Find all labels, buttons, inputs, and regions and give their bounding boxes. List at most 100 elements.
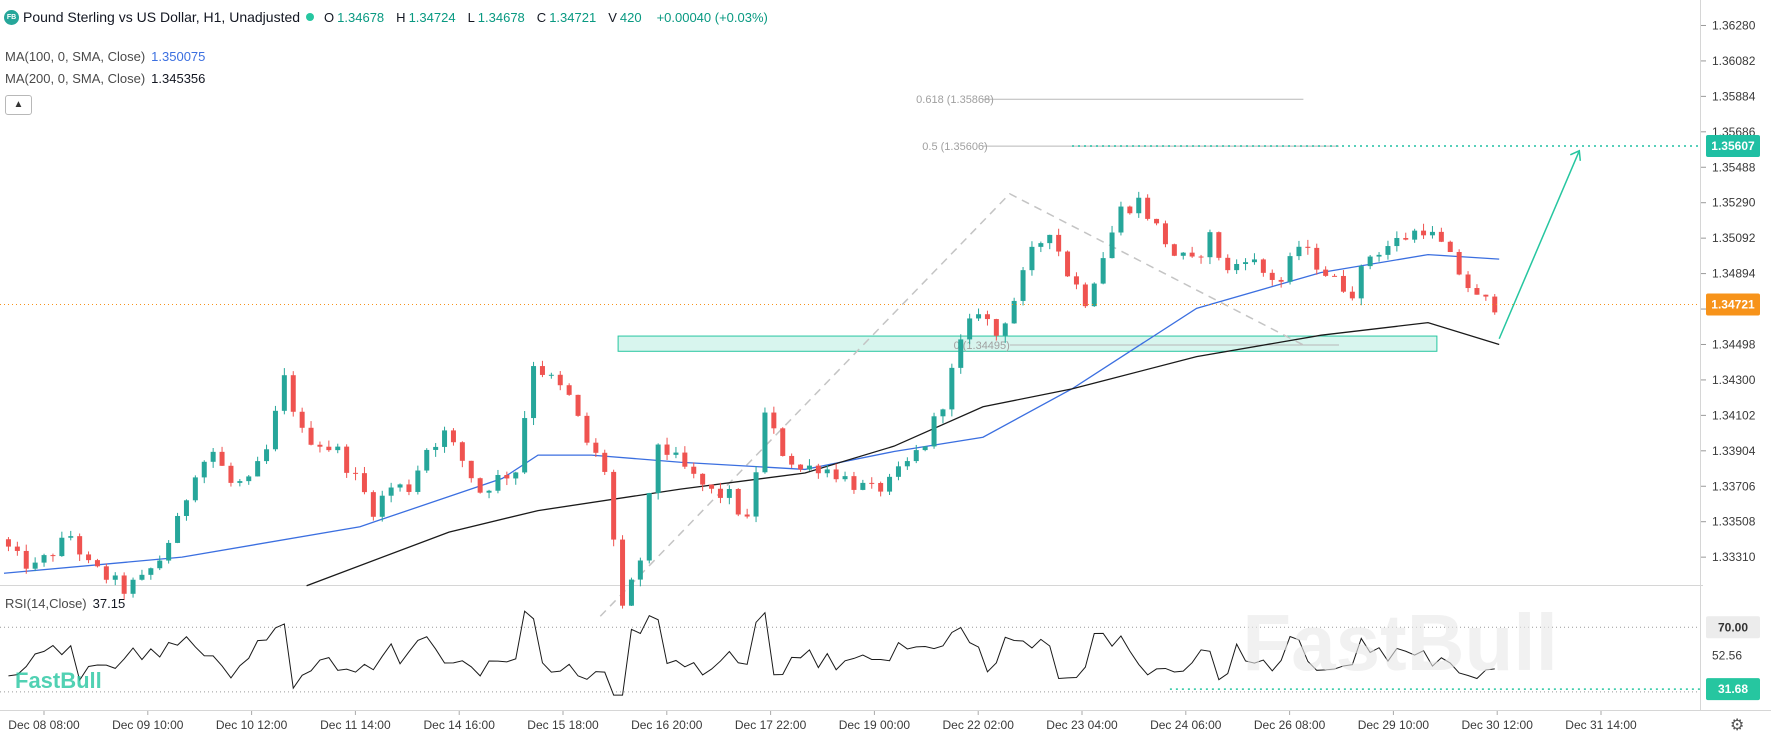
- rsi-legend[interactable]: RSI(14,Close) 37.15: [5, 596, 125, 611]
- candle: [326, 440, 332, 452]
- candle-body: [887, 476, 893, 492]
- candle: [1314, 243, 1320, 275]
- candle-body: [620, 539, 626, 606]
- ma100-label: MA(100, 0, SMA, Close): [5, 49, 146, 64]
- candle: [468, 460, 474, 483]
- target-price-tag-bg: [1706, 134, 1760, 157]
- candle-body: [1127, 206, 1133, 214]
- ma200-legend[interactable]: MA(200, 0, SMA, Close) 1.345356: [5, 71, 205, 86]
- candle-body: [23, 550, 29, 569]
- candle: [246, 474, 252, 485]
- time-tick-label: Dec 22 02:00: [943, 718, 1015, 732]
- candle: [1260, 258, 1266, 277]
- candle-body: [531, 366, 537, 419]
- candle-body: [709, 484, 715, 489]
- candle-body: [388, 487, 394, 496]
- candle: [281, 368, 287, 415]
- candle-body: [762, 412, 768, 473]
- candle: [388, 482, 394, 503]
- candle-body: [246, 476, 252, 482]
- candle-body: [450, 430, 456, 443]
- candle-body: [1020, 270, 1026, 301]
- candle-body: [210, 451, 216, 462]
- candle-body: [5, 539, 11, 547]
- candle: [673, 446, 679, 459]
- candle: [878, 481, 884, 497]
- candle: [1225, 254, 1231, 274]
- candle: [744, 508, 750, 519]
- candle: [1474, 284, 1480, 295]
- candle: [183, 499, 189, 521]
- candle-body: [735, 489, 741, 515]
- candle: [611, 469, 617, 547]
- candle: [1278, 277, 1284, 288]
- time-axis: Dec 08 08:00 Dec 09 10:00 Dec 10 12:00 Dec …: [8, 711, 1637, 732]
- candle: [219, 446, 225, 466]
- candle: [317, 441, 323, 453]
- candle-body: [370, 492, 376, 517]
- time-tick-label: Dec 31 14:00: [1565, 718, 1637, 732]
- candle: [860, 479, 866, 491]
- candle-body: [121, 575, 127, 594]
- time-tick-label: Dec 26 08:00: [1254, 718, 1326, 732]
- candle: [700, 473, 706, 492]
- price-tick-label: 1.34894: [1712, 267, 1756, 281]
- candle-body: [1109, 232, 1115, 259]
- candle: [753, 466, 759, 523]
- candle-body: [32, 562, 38, 569]
- symbol-title[interactable]: Pound Sterling vs US Dollar, H1, Unadjus…: [23, 9, 301, 25]
- candle-body: [192, 477, 198, 501]
- candle: [1385, 240, 1391, 260]
- fastbull-logo-watermark: FastBull: [15, 668, 102, 693]
- projection-arrowhead: [1569, 149, 1582, 161]
- candle: [1483, 294, 1489, 301]
- candle: [842, 471, 848, 482]
- collapse-legend-button[interactable]: ▲: [5, 95, 32, 115]
- candle-body: [183, 500, 189, 516]
- candle-body: [166, 542, 172, 561]
- candle-body: [1162, 223, 1168, 245]
- price-tick-label: 1.35488: [1712, 160, 1756, 174]
- candle-body: [1100, 258, 1106, 284]
- candle: [397, 483, 403, 492]
- gear-icon[interactable]: ⚙: [1730, 717, 1745, 734]
- candle-body: [157, 560, 163, 569]
- candle: [709, 484, 715, 494]
- time-tick-label: Dec 29 10:00: [1358, 718, 1430, 732]
- price-tick-label: 1.34498: [1712, 337, 1756, 351]
- candle: [1323, 266, 1329, 277]
- candle-body: [1251, 259, 1257, 263]
- candle: [1047, 234, 1053, 250]
- candle-body: [1189, 252, 1195, 257]
- panel-dividers: [0, 0, 1771, 711]
- candle-body: [789, 455, 795, 465]
- candle: [513, 471, 519, 485]
- candle: [201, 460, 207, 484]
- rsi-70-tag-label: 70.00: [1718, 620, 1748, 634]
- ma100-legend[interactable]: MA(100, 0, SMA, Close) 1.350075: [5, 49, 205, 64]
- candle: [1127, 205, 1133, 215]
- candle: [1421, 223, 1427, 239]
- rsi-current-tag-bg: [1706, 678, 1760, 701]
- candle: [1216, 231, 1222, 261]
- candle-body: [139, 574, 145, 580]
- candle: [379, 490, 385, 522]
- candle: [602, 449, 608, 476]
- target-price-tag: 1.35607: [1706, 134, 1760, 157]
- price-tick-label: 1.33904: [1712, 444, 1756, 458]
- candle-body: [1474, 288, 1480, 295]
- candle: [1145, 194, 1151, 221]
- candle: [1162, 220, 1168, 248]
- candle: [264, 444, 270, 464]
- candle-body: [326, 446, 332, 451]
- projection-arrow-line: [1498, 150, 1580, 340]
- candle-body: [1180, 252, 1186, 256]
- candle-body: [1429, 231, 1435, 236]
- candle-body: [976, 314, 982, 319]
- candle: [299, 407, 305, 433]
- candle: [77, 533, 83, 562]
- candle-body: [1421, 230, 1427, 236]
- candle: [424, 448, 430, 473]
